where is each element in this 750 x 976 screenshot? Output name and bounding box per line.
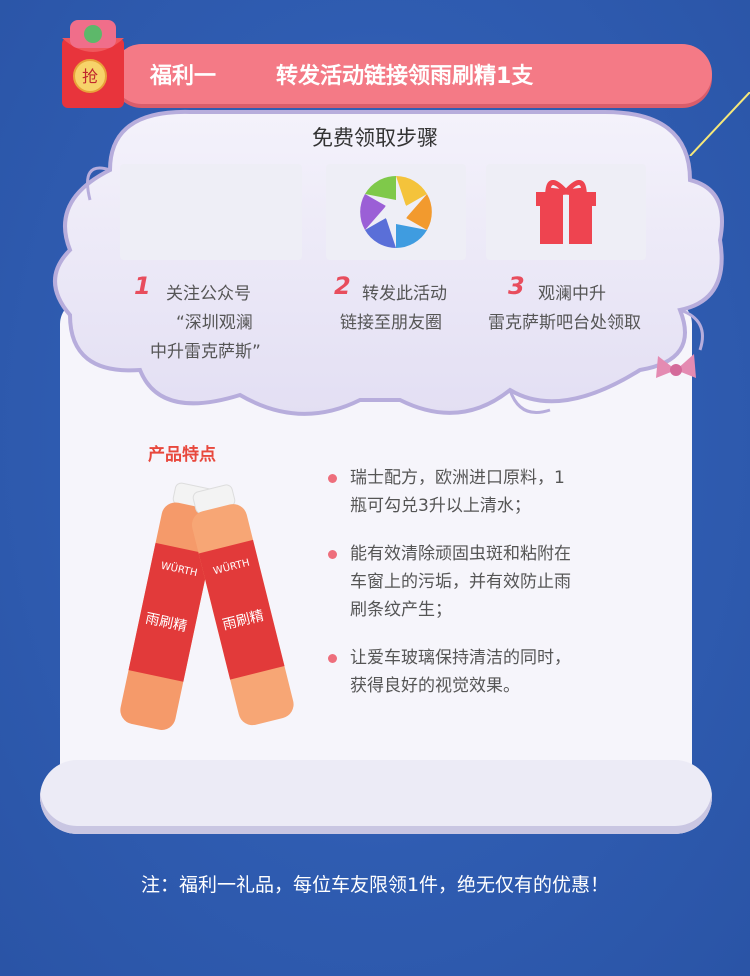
step-1-line-1: 关注公众号	[166, 284, 251, 304]
footer-note: 注：福利一礼品，每位车友限领1件，绝无仅有的优惠！	[140, 874, 610, 896]
bullet-dot-icon	[328, 550, 337, 559]
step-2-line-1: 转发此活动	[362, 284, 447, 304]
feature-1-line-2: 瓶可勾兑3升以上清水；	[350, 496, 531, 516]
feature-item: 能有效清除顽固虫斑和粘附在 车窗上的污垢，并有效防止雨 刷条纹产生；	[328, 540, 658, 624]
title-banner	[112, 44, 712, 104]
step-1-qrcode-placeholder	[120, 164, 302, 260]
feature-item: 瑞士配方，欧洲进口原料，1 瓶可勾兑3升以上清水；	[328, 464, 658, 520]
step-3-number: 3	[508, 272, 525, 300]
feature-item: 让爱车玻璃保持清洁的同时， 获得良好的视觉效果。	[328, 644, 658, 700]
ribbon-bow-decoration	[656, 354, 696, 378]
step-3-line-1: 观澜中升	[538, 284, 606, 304]
step-1-line-2: “深圳观澜	[176, 313, 253, 333]
step-1-line-3: 中升雷克萨斯”	[150, 342, 261, 362]
envelope-char: 抢	[82, 67, 98, 86]
bullet-dot-icon	[328, 474, 337, 483]
product-bottles-image: WÜRTH 雨刷精 WÜRTH 雨刷精	[120, 482, 294, 730]
step-1-number: 1	[134, 272, 151, 300]
feature-2-line-2: 车窗上的污垢，并有效防止雨	[350, 572, 571, 592]
feature-1-line-1: 瑞士配方，欧洲进口原料，1	[350, 468, 565, 488]
feature-2-line-1: 能有效清除顽固虫斑和粘附在	[350, 544, 571, 564]
feature-2-line-3: 刷条纹产生；	[350, 600, 452, 620]
step-3-line-2: 雷克萨斯吧台处领取	[488, 313, 641, 333]
product-features-list: 瑞士配方，欧洲进口原料，1 瓶可勾兑3升以上清水； 能有效清除顽固虫斑和粘附在 …	[328, 464, 658, 720]
gift-icon	[536, 180, 596, 244]
product-section-title: 产品特点	[148, 445, 216, 465]
bullet-dot-icon	[328, 654, 337, 663]
step-2-number: 2	[334, 272, 351, 300]
scroll-paper-bottom-edge	[40, 760, 712, 834]
steps-title: 免费领取步骤	[312, 126, 438, 150]
feature-3-line-1: 让爱车玻璃保持清洁的同时，	[350, 648, 571, 668]
step-3-image-box	[486, 164, 646, 260]
hanging-string-decoration	[689, 92, 750, 156]
red-envelope-icon: 抢	[62, 20, 124, 108]
moments-aperture-icon	[360, 176, 432, 248]
banner-title: 转发活动链接领雨刷精1支	[276, 64, 534, 89]
banner-label: 福利一	[150, 64, 217, 89]
feature-3-line-2: 获得良好的视觉效果。	[350, 676, 520, 696]
step-2-image-box	[326, 164, 466, 260]
step-2-line-2: 链接至朋友圈	[340, 313, 442, 333]
